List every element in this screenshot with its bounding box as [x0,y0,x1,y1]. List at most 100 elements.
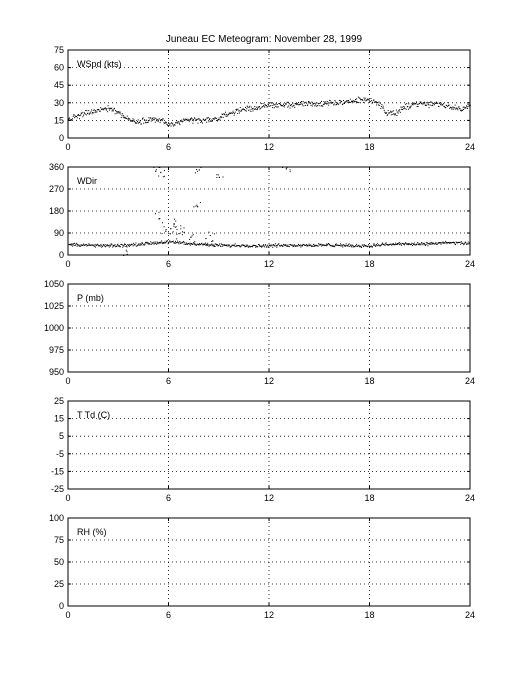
data-point [381,104,383,106]
data-point [346,244,348,246]
data-point [348,100,349,102]
data-point [408,243,410,245]
data-point [92,109,94,111]
data-point [274,104,276,105]
data-point [191,117,193,119]
data-point [367,98,369,100]
data-point [456,108,458,110]
data-point [211,245,213,247]
outlier-point [195,205,197,207]
data-point [310,102,311,104]
data-point [344,101,346,103]
data-point [101,108,103,110]
data-point [258,244,260,246]
data-point [399,242,401,244]
data-point [241,110,243,112]
data-point [321,244,323,246]
data-point [392,244,394,246]
data-point [425,244,427,246]
data-point [360,245,362,247]
y-tick-label: 270 [49,184,64,194]
data-point [207,117,209,119]
data-point [194,118,196,120]
data-point [412,243,414,244]
data-point [139,243,141,245]
data-point [302,104,303,106]
data-point [395,242,397,244]
data-point [223,113,225,115]
data-point [300,246,302,248]
data-point [169,123,171,125]
outlier-point [158,175,160,177]
data-point [174,124,176,126]
data-point [152,243,154,245]
data-point [276,245,278,247]
data-point [114,244,116,246]
data-point [94,109,95,111]
data-point [272,246,274,248]
data-point [339,102,341,104]
series-points [68,96,471,127]
outlier-point [174,226,176,228]
data-point [435,103,437,104]
data-point [360,99,361,101]
data-point [84,244,86,246]
data-point [154,242,156,244]
data-point [468,105,470,107]
data-point [238,245,240,247]
data-point [99,245,101,247]
data-point [74,242,76,244]
data-point [78,244,80,246]
outlier-point [176,229,178,231]
data-point [398,110,400,112]
data-point [198,118,200,120]
data-point [245,106,246,108]
data-point [258,106,260,107]
data-point [214,118,215,120]
data-point [275,245,277,247]
data-point [342,244,344,246]
panel-label: RH (%) [77,527,107,537]
data-point [220,246,222,247]
data-point [226,244,228,246]
data-point [311,101,313,103]
data-point [385,113,387,114]
x-tick-label: 24 [465,376,475,386]
data-point [463,109,465,110]
data-point [287,245,289,247]
y-tick-label: 0 [59,601,64,611]
data-point [295,104,297,106]
data-point [304,104,306,106]
data-point [436,102,438,104]
data-point [282,105,284,107]
data-point [469,107,471,109]
data-point [168,125,170,126]
data-point [435,243,437,245]
data-point [313,245,315,247]
data-point [177,121,179,123]
data-point [235,245,237,247]
data-point [352,101,354,102]
data-point [308,245,310,247]
data-point [294,106,296,108]
data-point [136,245,138,247]
data-point [411,103,413,105]
data-point [203,118,205,120]
data-point [276,106,278,108]
data-point [221,116,223,118]
x-tick-label: 12 [264,142,274,152]
data-point [426,104,428,106]
data-point [283,106,285,108]
data-point [367,98,368,100]
data-point [458,108,460,110]
data-point [80,114,82,116]
data-point [97,109,99,111]
data-point [88,113,90,115]
data-point [416,103,418,105]
x-tick-label: 24 [465,142,475,152]
data-point [225,244,226,246]
data-point [134,244,136,246]
data-point [297,104,299,106]
data-point [96,244,98,246]
data-point [149,119,150,121]
